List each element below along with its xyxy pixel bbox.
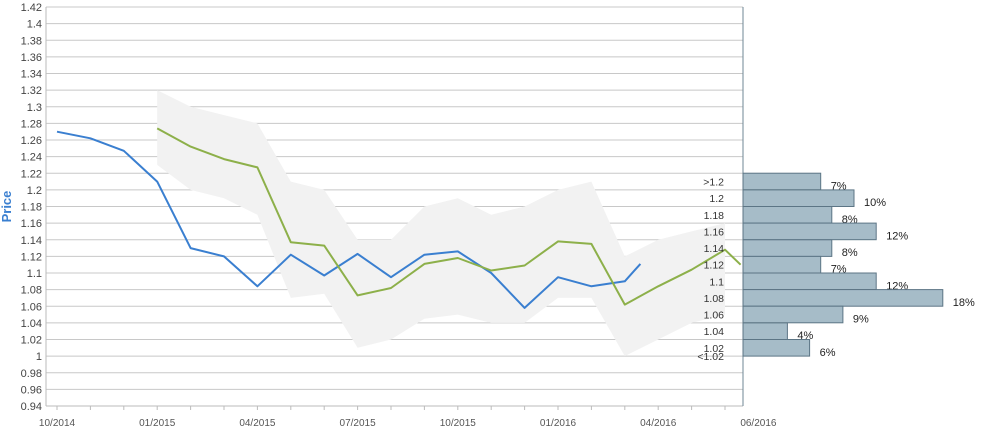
y-tick-label: 1.26 [21, 135, 42, 147]
y-tick-labels: 0.94 0.96 0.98 1 1.02 1.04 1.06 1.08 1.1 1.12 1.14… [21, 2, 42, 413]
histogram-bar [742, 339, 811, 357]
forecast-price-line [156, 127, 742, 306]
y-tick-label: 1.24 [21, 152, 42, 164]
y-tick-label: 1.18 [21, 202, 42, 214]
y-tick-label: 1.28 [21, 118, 42, 130]
y-tick-label: 1.08 [21, 285, 42, 297]
histogram-bin-label: >1.2 [703, 177, 724, 189]
y-tick-label: 1.32 [21, 85, 42, 97]
histogram-percent-label: 8% [842, 247, 858, 259]
histogram-percent-label: 12% [886, 230, 908, 242]
y-tick-label: 1.04 [21, 318, 42, 330]
histogram-percent-label: 6% [820, 347, 836, 359]
histogram-bin-label: 1.16 [704, 226, 725, 238]
histogram-bar [742, 206, 833, 224]
y-tick-label: 0.94 [21, 401, 42, 413]
y-tick-label: 1.2 [27, 185, 42, 197]
y-tick-label: 0.96 [21, 384, 42, 396]
histogram-bar [742, 289, 944, 307]
histogram-percent-label: 10% [864, 197, 886, 209]
x-tick-labels: 10/2014 01/2015 04/2015 07/2015 10/2015 01/20… [39, 406, 777, 429]
x-tick-label: 04/2016 [640, 418, 677, 429]
historical-price-line [56, 130, 642, 309]
x-tick-label: 01/2015 [139, 418, 176, 429]
y-tick-label: 1.4 [27, 19, 42, 31]
y-tick-label: 1.06 [21, 301, 42, 313]
histogram-percent-label: 9% [853, 314, 869, 326]
histogram-bin-label: 1.14 [704, 243, 725, 255]
x-tick-label: 10/2015 [440, 418, 477, 429]
histogram-bin-label: 1.18 [704, 210, 725, 222]
series-lines [56, 127, 742, 309]
histogram-bar [742, 305, 844, 324]
histogram-bin-label: 1.12 [704, 260, 725, 272]
y-tick-label: 1.14 [21, 235, 42, 247]
y-tick-label: 1.42 [21, 2, 42, 14]
histogram-bin-label: 1.06 [704, 310, 725, 322]
confidence-band [157, 90, 725, 357]
histogram-bar [742, 172, 822, 191]
x-tick-label: 04/2015 [239, 418, 276, 429]
grid-lines [46, 6, 743, 407]
histogram-bin-label: 1.1 [709, 276, 724, 288]
y-tick-label: 1 [36, 351, 42, 363]
histogram-bin-label: <1.02 [697, 351, 724, 363]
histogram-bar [742, 189, 855, 207]
y-tick-label: 1.22 [21, 168, 42, 180]
y-tick-label: 1.12 [21, 251, 42, 263]
histogram-bin-label: 1.04 [704, 326, 725, 338]
histogram-bin-label: 1.2 [709, 193, 724, 205]
histogram-bar [742, 239, 833, 257]
histogram-percent-label: 18% [953, 297, 975, 309]
y-tick-label: 1.36 [21, 52, 42, 64]
x-tick-label: 10/2014 [39, 418, 76, 429]
x-tick-label: 01/2016 [540, 418, 577, 429]
histogram-bar [742, 255, 822, 274]
y-tick-label: 1.38 [21, 35, 42, 47]
y-axis-label: Price [0, 191, 14, 223]
confidence-band-area [157, 90, 725, 357]
histogram-bin-label: 1.08 [704, 293, 725, 305]
distribution-histogram: >1.2 7%1.2 10%1.18 8%1.16 12%1.14 8%1.12 7%1.1… [697, 172, 975, 363]
y-tick-label: 1.3 [27, 102, 42, 114]
y-tick-label: 1.16 [21, 218, 42, 230]
histogram-bar [742, 222, 877, 241]
y-tick-label: 1.34 [21, 69, 42, 81]
x-tick-label: 07/2015 [340, 418, 377, 429]
y-tick-label: 0.98 [21, 368, 42, 380]
y-tick-label: 1.02 [21, 335, 42, 347]
histogram-bar [742, 322, 788, 340]
x-tick-label: 06/2016 [740, 418, 777, 429]
histogram-bin-label: 1.02 [704, 343, 725, 355]
y-tick-label: 1.1 [27, 268, 42, 280]
histogram-bar [742, 272, 877, 291]
